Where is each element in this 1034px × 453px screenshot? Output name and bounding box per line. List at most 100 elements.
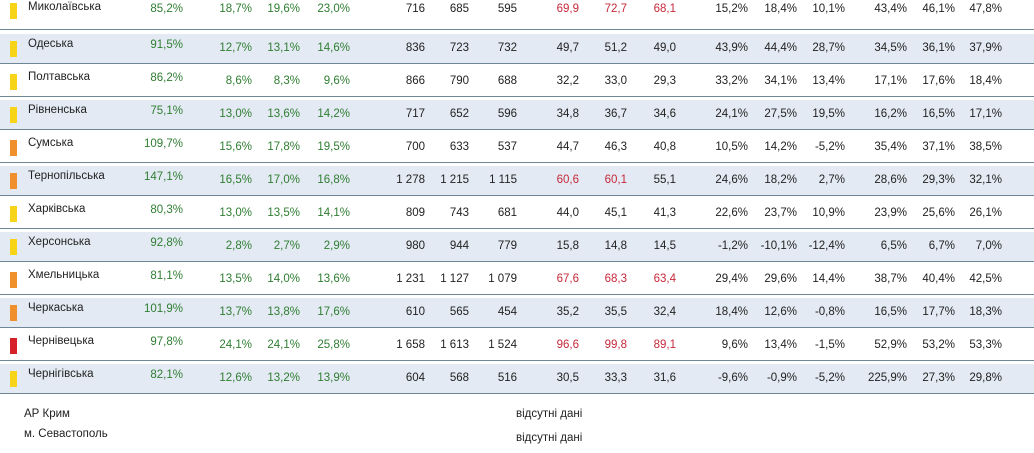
table-cell: 6,5% (880, 240, 907, 252)
table-cell: 34,8 (556, 108, 579, 120)
table-cell: 7,0% (975, 240, 1002, 252)
table-cell: 24,1% (267, 339, 300, 351)
table-cell: 32,2 (556, 75, 579, 87)
table-cell: 10,9% (812, 207, 845, 219)
table-cell: 18,4% (764, 3, 797, 15)
table-cell: 14,1% (317, 207, 350, 219)
table-row: Чернігівська 82,1% 12,6% 13,2% 13,9% 604 568 51… (0, 364, 1034, 394)
table-cell: 32,1% (969, 174, 1002, 186)
table-cell: 565 (449, 306, 469, 318)
table-cell: 52,9% (874, 339, 907, 351)
table-cell: 96,6 (556, 339, 579, 351)
table-row: Тернопільська 147,1% 16,5% 17,0% 16,8% 1 278 1… (0, 166, 1034, 196)
table-cell: 717 (405, 108, 425, 120)
table-cell: 89,1 (653, 339, 676, 351)
region-status-marker (10, 305, 17, 321)
region-name: Черкаська (28, 302, 84, 314)
table-cell: 17,6% (317, 306, 350, 318)
table-cell: 33,3 (604, 372, 627, 384)
table-row: Херсонська 92,8% 2,8% 2,7% 2,9% 980 944 779 15,8… (0, 232, 1034, 262)
table-cell: 49,0 (653, 42, 676, 54)
table-cell: 18,4% (969, 75, 1002, 87)
region-name: Сумська (28, 137, 74, 149)
table-cell: 28,6% (874, 174, 907, 186)
region-name: Одеська (28, 38, 74, 50)
table-cell: 9,6% (323, 75, 350, 87)
table-cell: 67,6 (556, 273, 579, 285)
table-cell: 38,5% (969, 141, 1002, 153)
table-cell: 1 079 (488, 273, 517, 285)
table-cell: 82,1% (150, 369, 183, 381)
table-cell: 23,9% (874, 207, 907, 219)
table-cell: 60,1 (604, 174, 627, 186)
table-cell: 1 115 (489, 174, 517, 186)
table-cell: 13,6% (267, 108, 300, 120)
table-cell: 33,2% (715, 75, 748, 87)
table-cell: 14,2% (317, 108, 350, 120)
table-cell: 29,6% (764, 273, 797, 285)
table-cell: 15,6% (219, 141, 252, 153)
table-cell: 34,5% (874, 42, 907, 54)
table-cell: 14,8 (604, 240, 627, 252)
table-cell: 723 (449, 42, 469, 54)
table-row: Одеська 91,5% 12,7% 13,1% 14,6% 836 723 732 49,7… (0, 34, 1034, 64)
table-cell: 86,2% (150, 72, 183, 84)
table-cell: 1 231 (396, 273, 425, 285)
table-cell: 23,0% (317, 3, 350, 15)
table-row: Чернівецька 97,8% 24,1% 24,1% 25,8% 1 658 1 61… (0, 331, 1034, 361)
table-cell: 29,3 (653, 75, 676, 87)
table-cell: 2,7% (818, 174, 845, 186)
table-cell: 44,4% (764, 42, 797, 54)
table-cell: 17,0% (267, 174, 300, 186)
table-cell: 44,0 (556, 207, 579, 219)
table-cell: 26,1% (969, 207, 1002, 219)
table-cell: 55,1 (653, 174, 676, 186)
region-name: Тернопільська (28, 170, 105, 182)
table-cell: 23,7% (764, 207, 797, 219)
table-cell: 19,6% (267, 3, 300, 15)
table-cell: 779 (497, 240, 517, 252)
table-cell: -10,1% (760, 240, 797, 252)
table-cell: 46,1% (922, 3, 955, 15)
table-cell: 15,8 (556, 240, 579, 252)
table-cell: 225,9% (867, 372, 907, 384)
footer-note-sevastopol: відсутні дані (516, 432, 583, 444)
table-cell: 63,4 (653, 273, 676, 285)
table-cell: 681 (497, 207, 517, 219)
table-cell: 13,4% (812, 75, 845, 87)
table-cell: 944 (449, 240, 469, 252)
table-cell: -12,4% (808, 240, 845, 252)
table-cell: 46,3 (604, 141, 627, 153)
table-cell: 85,2% (150, 3, 183, 15)
table-cell: 101,9% (143, 303, 183, 315)
table-cell: 16,5% (219, 174, 252, 186)
footer-name-crimea: АР Крим (24, 408, 70, 420)
table-cell: 2,8% (225, 240, 252, 252)
table-cell: 25,8% (317, 339, 350, 351)
region-name: Хмельницька (28, 269, 100, 281)
region-status-marker (10, 3, 17, 19)
table-cell: 91,5% (150, 39, 183, 51)
table-cell: -5,2% (814, 141, 845, 153)
table-cell: 595 (497, 3, 517, 15)
region-status-marker (10, 107, 17, 123)
table-cell: 13,6% (317, 273, 350, 285)
table-cell: 9,6% (721, 339, 748, 351)
table-cell: 92,8% (150, 237, 183, 249)
table-cell: 99,8 (604, 339, 627, 351)
table-cell: 13,5% (267, 207, 300, 219)
table-cell: 14,6% (317, 42, 350, 54)
table-cell: 716 (405, 3, 425, 15)
table-cell: 633 (449, 141, 469, 153)
table-cell: 12,7% (219, 42, 252, 54)
table-cell: 13,7% (219, 306, 252, 318)
table-cell: 604 (405, 372, 425, 384)
table-cell: 29,4% (715, 273, 748, 285)
table-cell: 17,1% (874, 75, 907, 87)
region-status-marker (10, 338, 17, 354)
table-cell: 34,1% (764, 75, 797, 87)
table-cell: 610 (405, 306, 425, 318)
region-status-marker (10, 173, 17, 189)
table-cell: 16,5% (922, 108, 955, 120)
table-cell: 53,2% (922, 339, 955, 351)
